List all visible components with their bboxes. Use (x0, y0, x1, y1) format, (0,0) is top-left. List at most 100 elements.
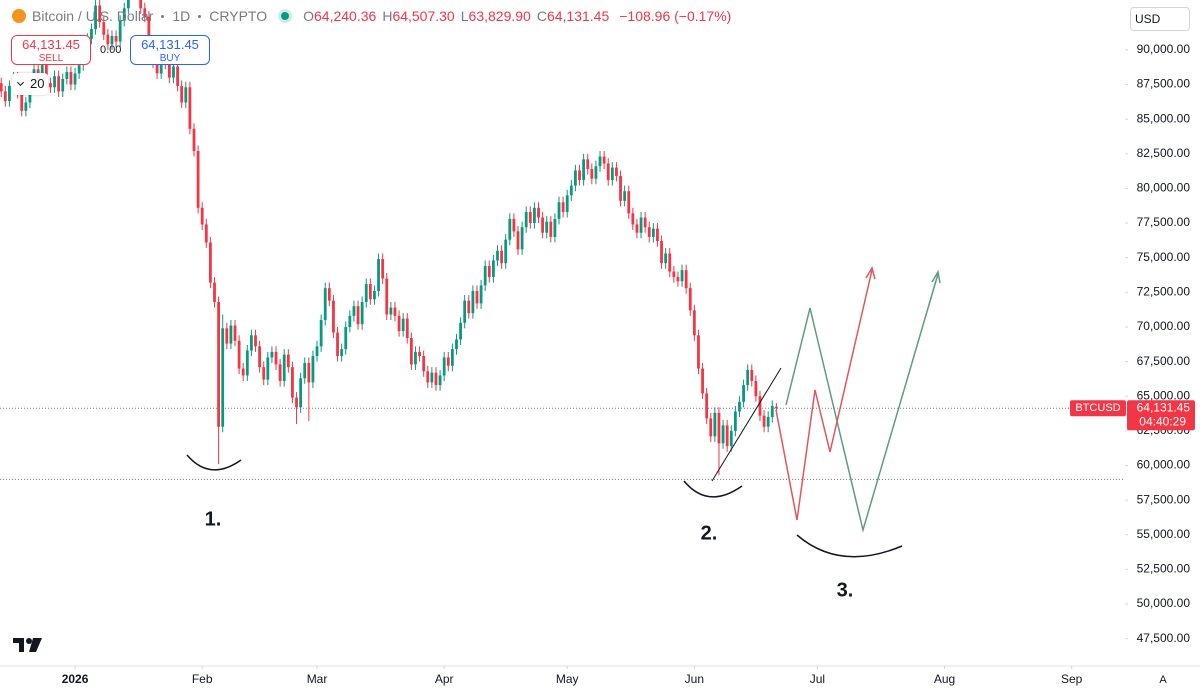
interval[interactable]: 1D (172, 8, 191, 24)
y-tick-label: 67,500.00 (1137, 354, 1191, 368)
candle-body (680, 270, 684, 282)
candle-body (196, 151, 200, 208)
y-tick-label: 77,500.00 (1137, 215, 1191, 229)
candle-body (286, 354, 290, 368)
candle-body (397, 315, 401, 332)
candle-body (750, 369, 754, 381)
candle-body (295, 397, 298, 408)
candle-body (282, 354, 286, 381)
candle-body (619, 175, 622, 201)
candle-body (303, 362, 307, 379)
candle-body (176, 66, 179, 86)
x-tick-label: Jun (685, 672, 704, 686)
candle-body (467, 300, 471, 314)
arrow-head (865, 266, 876, 280)
y-tick-label: 47,500.00 (1137, 631, 1191, 645)
candle-body (377, 259, 380, 291)
y-tick-label: 65,000.00 (1137, 388, 1191, 402)
candle-body (373, 290, 376, 300)
candle-body (200, 207, 204, 225)
candle-body (475, 290, 479, 304)
logo-part (26, 638, 32, 644)
candle-body (0, 83, 3, 92)
candle-body (344, 326, 348, 350)
projection-path (775, 269, 873, 521)
candle-body (528, 211, 532, 224)
candle-body (327, 288, 331, 301)
candle-body (332, 300, 335, 333)
candle-body (602, 156, 606, 164)
candle-body (106, 34, 110, 45)
candle-body (676, 277, 680, 282)
candle-body (401, 318, 405, 332)
buy-button[interactable]: 64,131.45 BUY (130, 35, 210, 65)
candle-body (405, 318, 409, 339)
candle-body (8, 85, 11, 102)
candle-body (270, 351, 274, 358)
candle-body (340, 349, 344, 357)
candle-body (114, 36, 118, 42)
symbol-name[interactable]: Bitcoin / U.S. Dollar (32, 8, 154, 24)
candle-body (155, 62, 159, 74)
candle-body (508, 218, 512, 240)
candle-body (672, 271, 676, 278)
candle-body (471, 290, 475, 314)
candle-body (229, 325, 233, 344)
candle-body (53, 76, 56, 88)
candle-body (594, 166, 598, 179)
candle-body (656, 228, 659, 242)
market-status (281, 12, 290, 20)
y-tick-label: 70,000.00 (1137, 319, 1191, 333)
candle-body (774, 406, 778, 409)
candle-body (299, 378, 303, 408)
auto-scale-button[interactable]: A (1159, 674, 1167, 686)
candle-body (512, 218, 516, 232)
candle-body (697, 335, 700, 369)
candle-body (143, 8, 147, 17)
candle-body (126, 0, 130, 9)
candle-body (254, 335, 257, 347)
projection-path (785, 273, 939, 533)
candle-body (766, 417, 770, 427)
logo-part (29, 638, 42, 652)
candle-body (733, 411, 737, 431)
tv-logo (13, 638, 42, 652)
candle-body (73, 73, 77, 85)
candle-body (393, 307, 397, 316)
candle-body (167, 63, 171, 78)
candle-body (430, 372, 434, 383)
annotation-label: 3. (837, 579, 854, 601)
candle-body (221, 328, 225, 427)
candle-body (225, 328, 229, 344)
candle-body (569, 185, 573, 196)
y-tick-label: 60,000.00 (1137, 458, 1191, 472)
buy-price: 64,131.45 (141, 37, 199, 52)
ohlc-value: 64,507.30 (392, 8, 455, 24)
x-tick-label: Apr (435, 672, 454, 686)
sell-label: SELL (38, 53, 64, 64)
sell-button[interactable]: 64,131.45 SELL (11, 35, 91, 65)
candle-body (610, 167, 614, 181)
candle-body (738, 401, 741, 412)
candle-body (459, 322, 462, 340)
candle-body (385, 278, 389, 315)
candle-body (266, 357, 270, 380)
y-tick-label: 80,000.00 (1137, 181, 1191, 195)
candle-body (319, 320, 323, 347)
candle-body (291, 367, 294, 398)
y-tick-label: 82,500.00 (1137, 146, 1191, 160)
logo-part (19, 638, 24, 652)
candle-body (352, 306, 356, 316)
quantity-dropdown[interactable]: 20 (12, 73, 48, 95)
sell-price: 64,131.45 (22, 37, 80, 52)
candle-body (582, 159, 586, 181)
candle-body (754, 380, 758, 397)
currency-button[interactable]: USD (1130, 7, 1190, 31)
candle-body (77, 65, 81, 74)
candle-body (24, 102, 28, 111)
logo-part (13, 638, 24, 643)
last-price-label: 64,131.45 (1137, 400, 1191, 414)
candle-body (450, 349, 454, 366)
y-tick-label: 75,000.00 (1137, 250, 1191, 264)
